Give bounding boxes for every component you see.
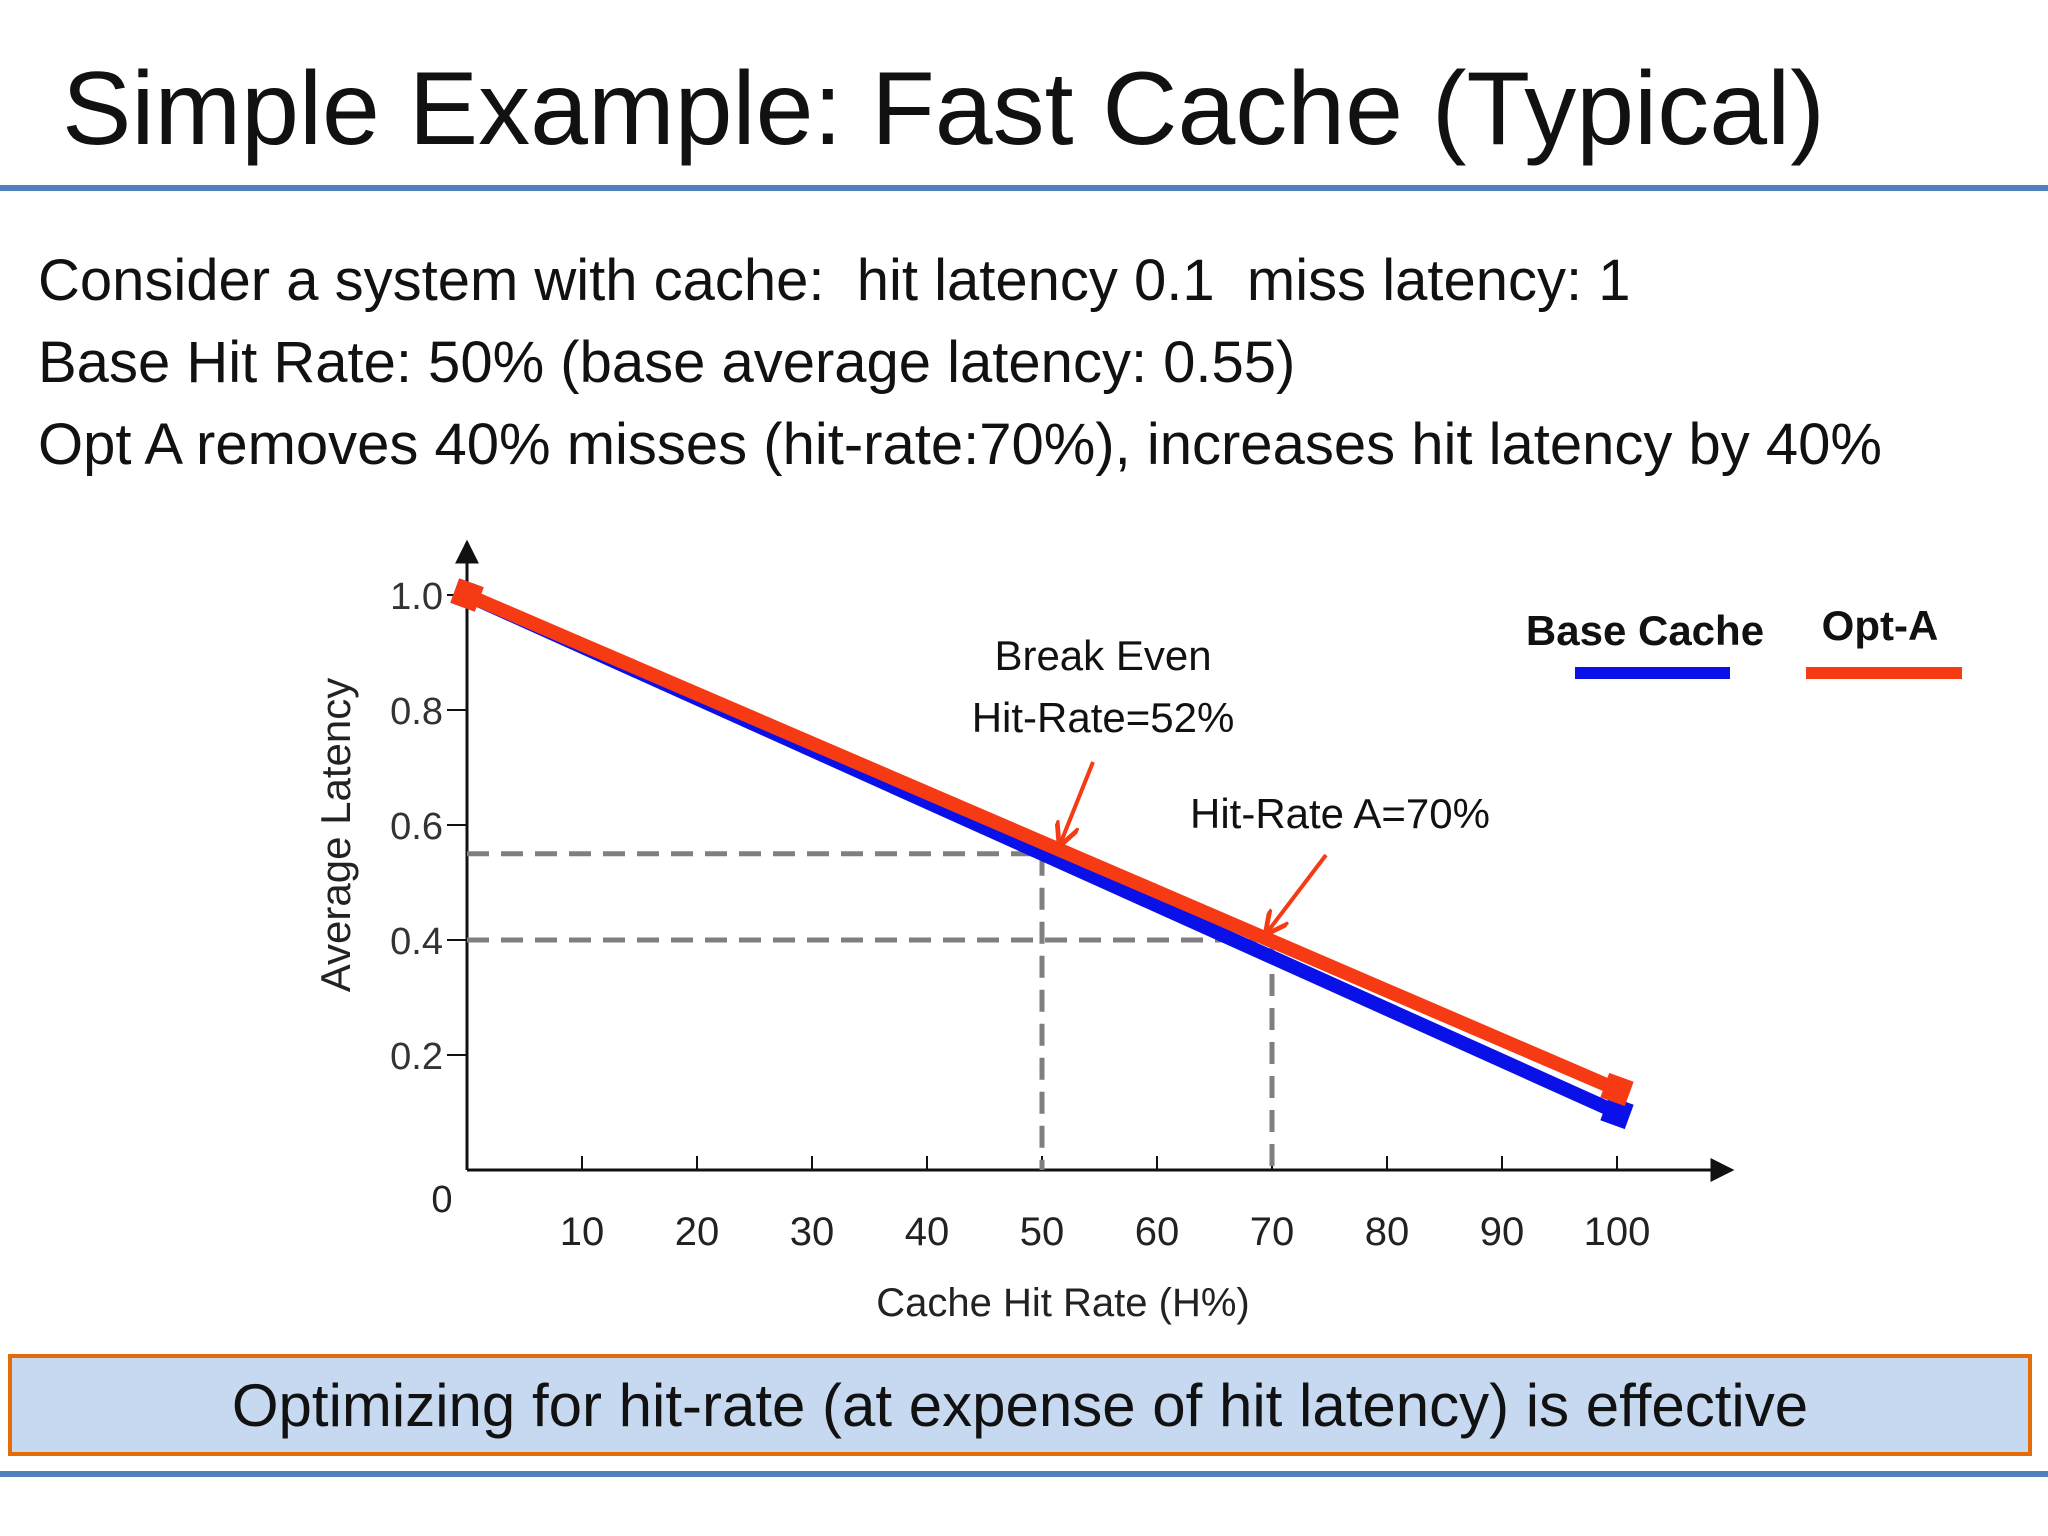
series-line-opt-a — [464, 588, 1620, 1096]
legend-label: Opt-A — [1822, 602, 1939, 649]
x-tick-label: 100 — [1584, 1210, 1651, 1254]
x-tick-label: 40 — [905, 1210, 950, 1254]
x-tick-label: 50 — [1020, 1210, 1065, 1254]
x-tick-label: 70 — [1250, 1210, 1295, 1254]
legend-label: Base Cache — [1526, 607, 1764, 654]
title-divider — [0, 185, 2048, 191]
origin-label: 0 — [431, 1179, 452, 1221]
annotation-text: Hit-Rate=52% — [972, 694, 1235, 741]
slide-title: Simple Example: Fast Cache (Typical) — [62, 51, 1825, 167]
x-tick-label: 10 — [560, 1210, 605, 1254]
conclusion-callout: Optimizing for hit-rate (at expense of h… — [8, 1354, 2032, 1456]
y-tick-label: 0.4 — [390, 921, 443, 963]
x-tick-label: 60 — [1135, 1210, 1180, 1254]
body-line-1: Consider a system with cache: hit latenc… — [38, 248, 1631, 313]
annotation-arrow — [1061, 761, 1095, 842]
y-axis-title: Average Latency — [312, 678, 359, 992]
bottom-divider — [0, 1471, 2048, 1477]
y-tick-label: 0.6 — [390, 806, 443, 848]
x-tick-label: 30 — [790, 1210, 835, 1254]
annotation-arrow — [1268, 853, 1328, 931]
y-tick-label: 1.0 — [390, 576, 443, 618]
x-tick-label: 20 — [675, 1210, 720, 1254]
data-point — [450, 578, 484, 612]
y-tick-label: 0.8 — [390, 691, 443, 733]
data-point — [1600, 1072, 1634, 1107]
body-text: Consider a system with cache: hit latenc… — [38, 240, 1882, 486]
annotation-text: Break Even — [994, 632, 1211, 679]
x-tick-label: 90 — [1480, 1210, 1525, 1254]
x-tick-label: 80 — [1365, 1210, 1410, 1254]
body-line-2: Base Hit Rate: 50% (base average latency… — [38, 330, 1296, 395]
x-axis-title: Cache Hit Rate (H%) — [876, 1281, 1249, 1325]
annotation-text: Hit-Rate A=70% — [1190, 790, 1490, 837]
body-line-3: Opt A removes 40% misses (hit-rate:70%),… — [38, 412, 1882, 477]
y-tick-label: 0.2 — [390, 1036, 443, 1078]
